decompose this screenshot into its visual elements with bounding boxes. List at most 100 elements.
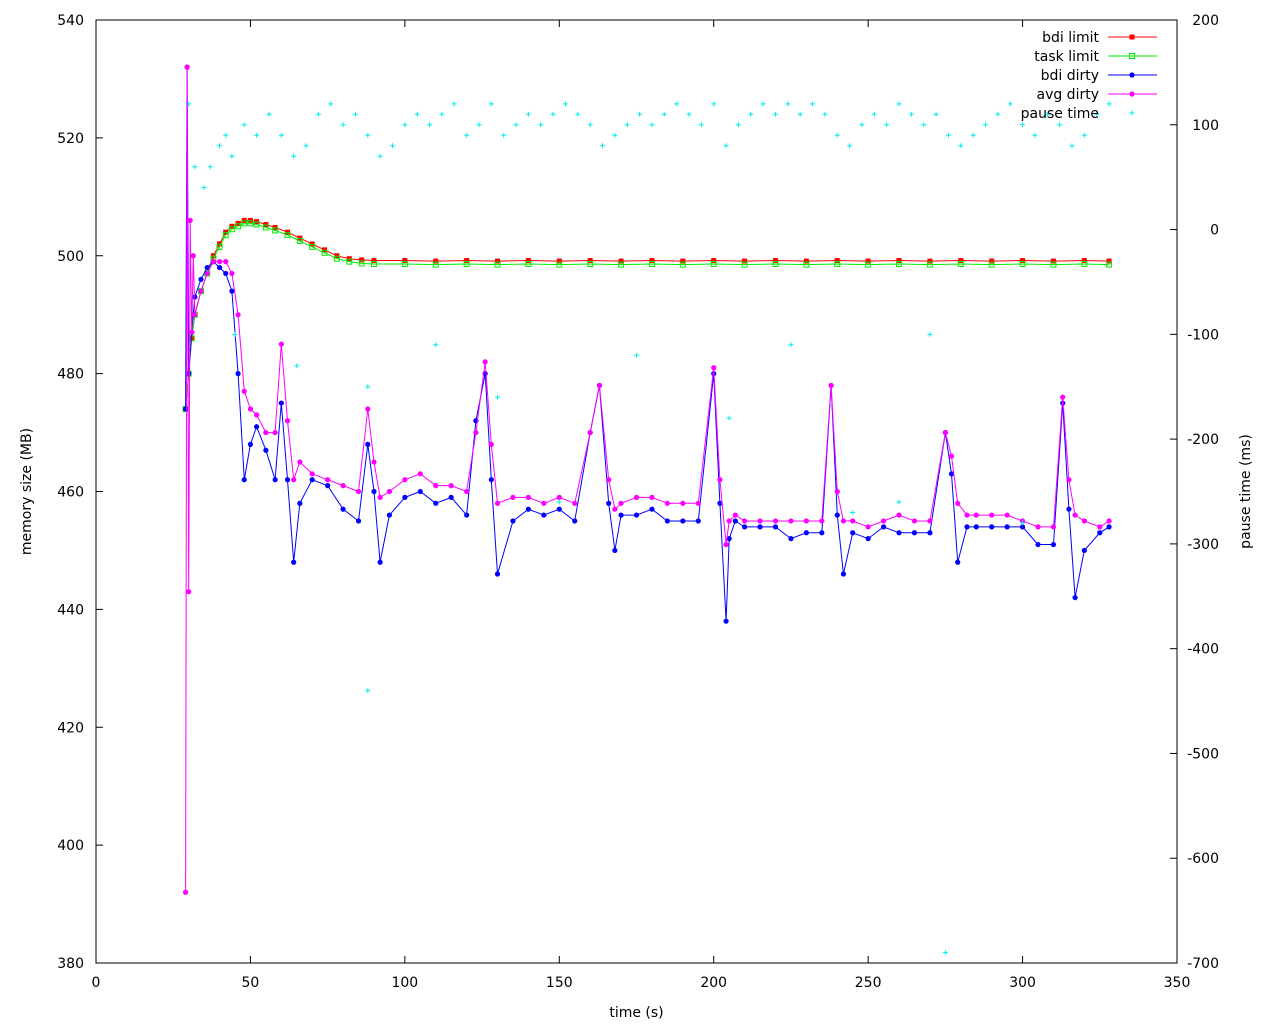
- data-point: [760, 101, 766, 107]
- x-tick-label: 150: [546, 975, 573, 991]
- data-point: [803, 530, 809, 536]
- data-point: [352, 111, 358, 117]
- data-point: [433, 258, 439, 264]
- data-point: [1019, 524, 1026, 530]
- data-point: [575, 111, 581, 117]
- data-point: [187, 217, 193, 223]
- data-point: [229, 270, 235, 277]
- data-point: [772, 524, 779, 530]
- data-point: [1060, 394, 1066, 400]
- data-point: [272, 477, 278, 483]
- data-point: [370, 261, 377, 268]
- data-point: [988, 261, 995, 268]
- y2-tick-label: -400: [1187, 642, 1219, 658]
- data-point: [247, 406, 254, 412]
- data-point: [247, 220, 254, 227]
- data-point: [377, 559, 383, 565]
- data-point: [241, 220, 248, 227]
- data-point: [1129, 53, 1135, 59]
- data-point: [340, 122, 346, 128]
- data-point: [606, 477, 612, 483]
- data-point: [284, 477, 291, 483]
- data-point: [262, 224, 269, 231]
- legend: bdi limit task limit bdi dirty avg dirty pau…: [1021, 30, 1157, 122]
- data-point: [358, 260, 365, 267]
- data-point: [216, 243, 223, 250]
- data-point: [896, 530, 902, 536]
- data-point: [377, 494, 383, 500]
- data-point: [541, 512, 547, 518]
- data-point: [556, 499, 562, 505]
- data-point: [501, 132, 507, 138]
- y-tick-label: 480: [57, 367, 84, 383]
- data-point: [325, 483, 331, 489]
- data-point: [772, 111, 778, 117]
- data-point: [365, 688, 371, 694]
- data-point: [186, 101, 192, 107]
- data-point: [232, 331, 238, 337]
- data-point: [788, 342, 794, 348]
- data-point: [834, 261, 841, 268]
- data-point: [618, 261, 625, 268]
- data-point: [371, 459, 377, 465]
- data-point: [772, 257, 778, 263]
- x-axis-title: time (s): [609, 1005, 663, 1021]
- data-point: [513, 122, 519, 128]
- data-point: [618, 258, 624, 264]
- data-point: [228, 226, 235, 233]
- data-point: [386, 488, 393, 495]
- data-point: [182, 406, 189, 412]
- data-point: [1081, 261, 1088, 268]
- data-point: [278, 341, 284, 347]
- data-point: [525, 111, 531, 117]
- data-point: [717, 477, 723, 483]
- data-point: [448, 494, 454, 500]
- data-point: [355, 518, 362, 524]
- data-point: [850, 530, 856, 536]
- data-point: [680, 258, 686, 264]
- data-point: [333, 255, 340, 262]
- data-point: [596, 382, 603, 389]
- data-point: [612, 506, 618, 512]
- data-point: [525, 257, 531, 263]
- data-point: [726, 415, 732, 421]
- data-point: [958, 257, 964, 263]
- data-point: [896, 261, 903, 268]
- data-point: [1050, 541, 1057, 548]
- data-point: [911, 530, 918, 536]
- data-point: [945, 132, 951, 138]
- data-point: [272, 227, 279, 234]
- data-point: [278, 132, 284, 138]
- data-point: [921, 122, 927, 128]
- data-point: [1072, 512, 1078, 518]
- data-point: [235, 223, 242, 230]
- data-point: [587, 261, 594, 268]
- x-tick-label: 300: [1009, 975, 1036, 991]
- data-point: [315, 111, 321, 117]
- data-point: [1050, 261, 1057, 268]
- data-point: [476, 122, 482, 128]
- data-point: [340, 506, 346, 512]
- y-axis-title: memory size (MB): [19, 428, 35, 555]
- data-point: [926, 261, 933, 268]
- y2-axis-title: pause time (ms): [1238, 434, 1254, 549]
- data-point: [618, 500, 624, 506]
- data-point: [482, 359, 488, 365]
- data-point: [880, 524, 887, 530]
- data-point: [964, 512, 970, 518]
- series-line: [185, 67, 1110, 893]
- legend-label: avg dirty: [1036, 87, 1099, 103]
- data-point: [942, 950, 948, 956]
- data-point: [1044, 111, 1050, 117]
- data-point: [254, 132, 260, 138]
- data-point: [184, 64, 190, 70]
- data-point: [186, 589, 192, 595]
- data-point: [911, 518, 918, 524]
- data-point: [908, 111, 914, 117]
- data-point: [957, 261, 964, 268]
- data-point: [865, 536, 871, 542]
- data-point: [624, 122, 630, 128]
- data-point: [427, 122, 433, 128]
- data-point: [473, 429, 479, 436]
- data-point: [1106, 261, 1113, 268]
